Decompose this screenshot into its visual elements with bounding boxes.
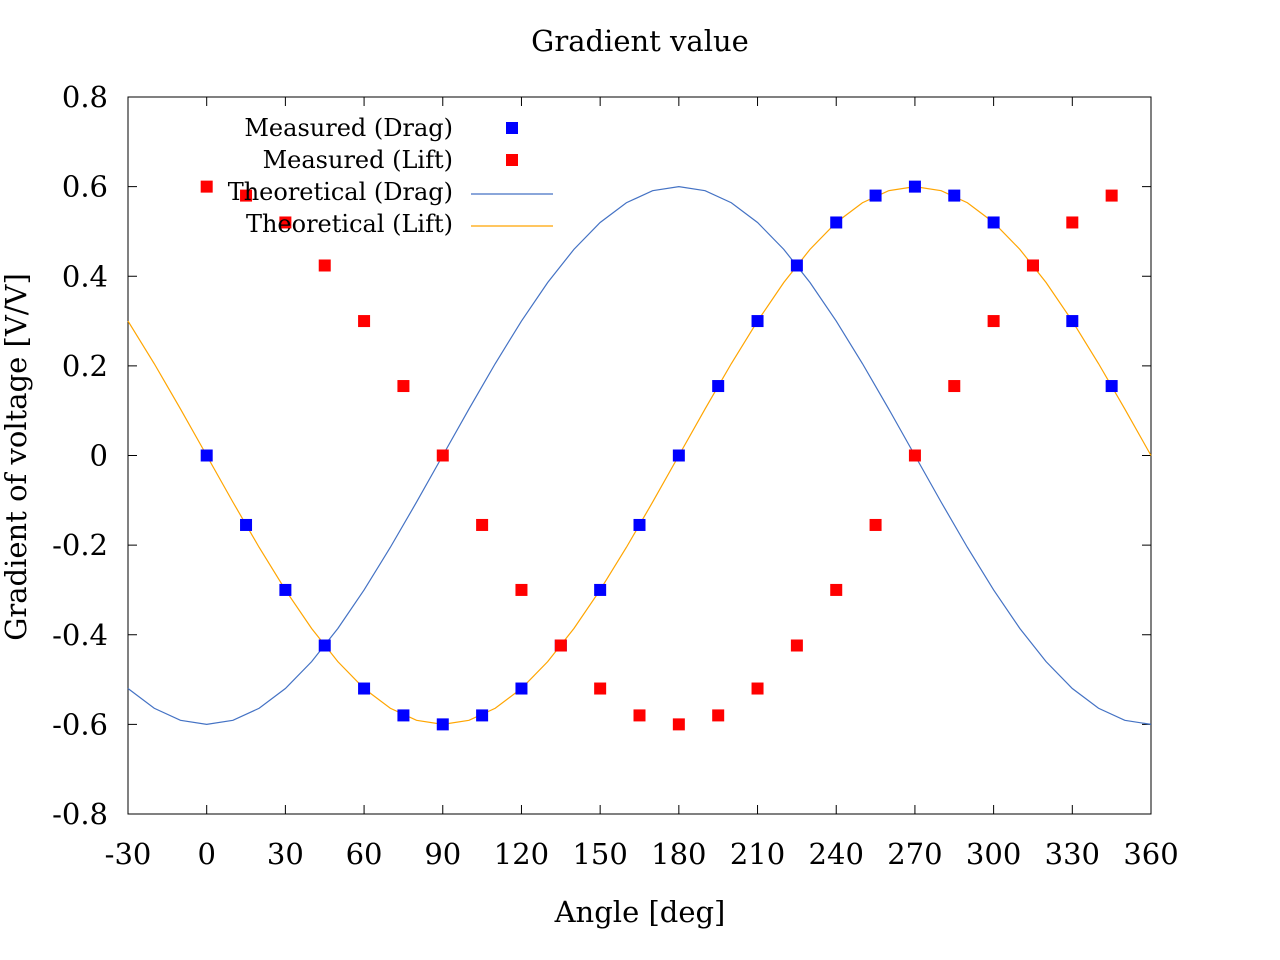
data-point <box>594 682 607 695</box>
data-point <box>397 709 410 722</box>
data-point <box>633 709 646 722</box>
y-tick-label: 0.8 <box>62 80 108 114</box>
y-tick-label: -0.4 <box>52 618 108 652</box>
data-point <box>397 380 410 393</box>
legend-label: Theoretical (Drag) <box>228 178 453 206</box>
data-point <box>358 682 371 695</box>
data-point <box>1026 259 1039 272</box>
data-point <box>1105 380 1118 393</box>
data-point <box>279 583 292 596</box>
data-point <box>751 315 764 328</box>
x-tick-label: 180 <box>651 837 706 871</box>
y-tick-label: 0 <box>90 439 108 473</box>
data-point <box>712 709 725 722</box>
data-point <box>830 583 843 596</box>
axis-ticks: -30 0 30 60 90 120 150 180 210 240 270 300 330 360 0.8… <box>52 80 1179 871</box>
data-point <box>672 718 685 731</box>
data-point <box>633 518 646 531</box>
series-layer <box>127 180 1152 731</box>
data-point <box>240 518 253 531</box>
y-tick-label: -0.2 <box>52 528 108 562</box>
data-point <box>318 639 331 652</box>
data-point <box>790 259 803 272</box>
data-point <box>240 189 253 202</box>
data-point <box>436 718 449 731</box>
y-axis-label: Gradient of voltage [V/V] <box>0 273 33 641</box>
data-point <box>279 216 292 229</box>
x-tick-label: -30 <box>105 837 152 871</box>
data-point <box>869 518 882 531</box>
data-point <box>869 189 882 202</box>
x-tick-label: 240 <box>809 837 864 871</box>
data-point <box>672 449 685 462</box>
chart-title: Gradient value <box>531 24 749 58</box>
data-point <box>712 380 725 393</box>
data-point <box>830 216 843 229</box>
x-tick-label: 300 <box>966 837 1021 871</box>
series-line <box>127 186 1152 725</box>
legend-marker <box>506 154 518 166</box>
data-point <box>1066 315 1079 328</box>
legend-label: Measured (Lift) <box>263 146 453 174</box>
x-tick-label: 150 <box>572 837 627 871</box>
x-tick-label: 90 <box>424 837 461 871</box>
legend: Measured (Drag) Measured (Lift) Theoretica… <box>228 114 553 238</box>
data-point <box>908 449 921 462</box>
data-point <box>476 709 489 722</box>
y-tick-label: 0.4 <box>62 259 108 293</box>
data-point <box>751 682 764 695</box>
x-tick-label: 30 <box>267 837 304 871</box>
data-point <box>200 180 213 193</box>
data-point <box>948 380 961 393</box>
x-axis-label: Angle [deg] <box>554 895 726 929</box>
data-point <box>908 180 921 193</box>
data-point <box>554 639 567 652</box>
data-point <box>515 583 528 596</box>
x-tick-label: 360 <box>1123 837 1178 871</box>
data-point <box>318 259 331 272</box>
y-tick-label: 0.6 <box>62 170 108 204</box>
data-point <box>200 449 213 462</box>
data-point <box>515 682 528 695</box>
data-point <box>1105 189 1118 202</box>
y-tick-label: 0.2 <box>62 349 108 383</box>
x-tick-label: 120 <box>494 837 549 871</box>
x-tick-label: 60 <box>346 837 383 871</box>
data-point <box>987 216 1000 229</box>
y-tick-label: -0.8 <box>52 797 108 831</box>
x-tick-label: 270 <box>887 837 942 871</box>
data-point <box>436 449 449 462</box>
x-tick-label: 210 <box>730 837 785 871</box>
data-point <box>358 315 371 328</box>
data-point <box>790 639 803 652</box>
series-line <box>127 186 1152 725</box>
data-point <box>948 189 961 202</box>
data-point <box>476 518 489 531</box>
legend-marker <box>506 122 518 134</box>
data-point <box>594 583 607 596</box>
x-tick-label: 330 <box>1045 837 1100 871</box>
data-point <box>1066 216 1079 229</box>
y-tick-label: -0.6 <box>52 707 108 741</box>
data-point <box>987 315 1000 328</box>
legend-label: Theoretical (Lift) <box>246 210 453 238</box>
legend-label: Measured (Drag) <box>244 114 453 142</box>
x-tick-label: 0 <box>197 837 215 871</box>
